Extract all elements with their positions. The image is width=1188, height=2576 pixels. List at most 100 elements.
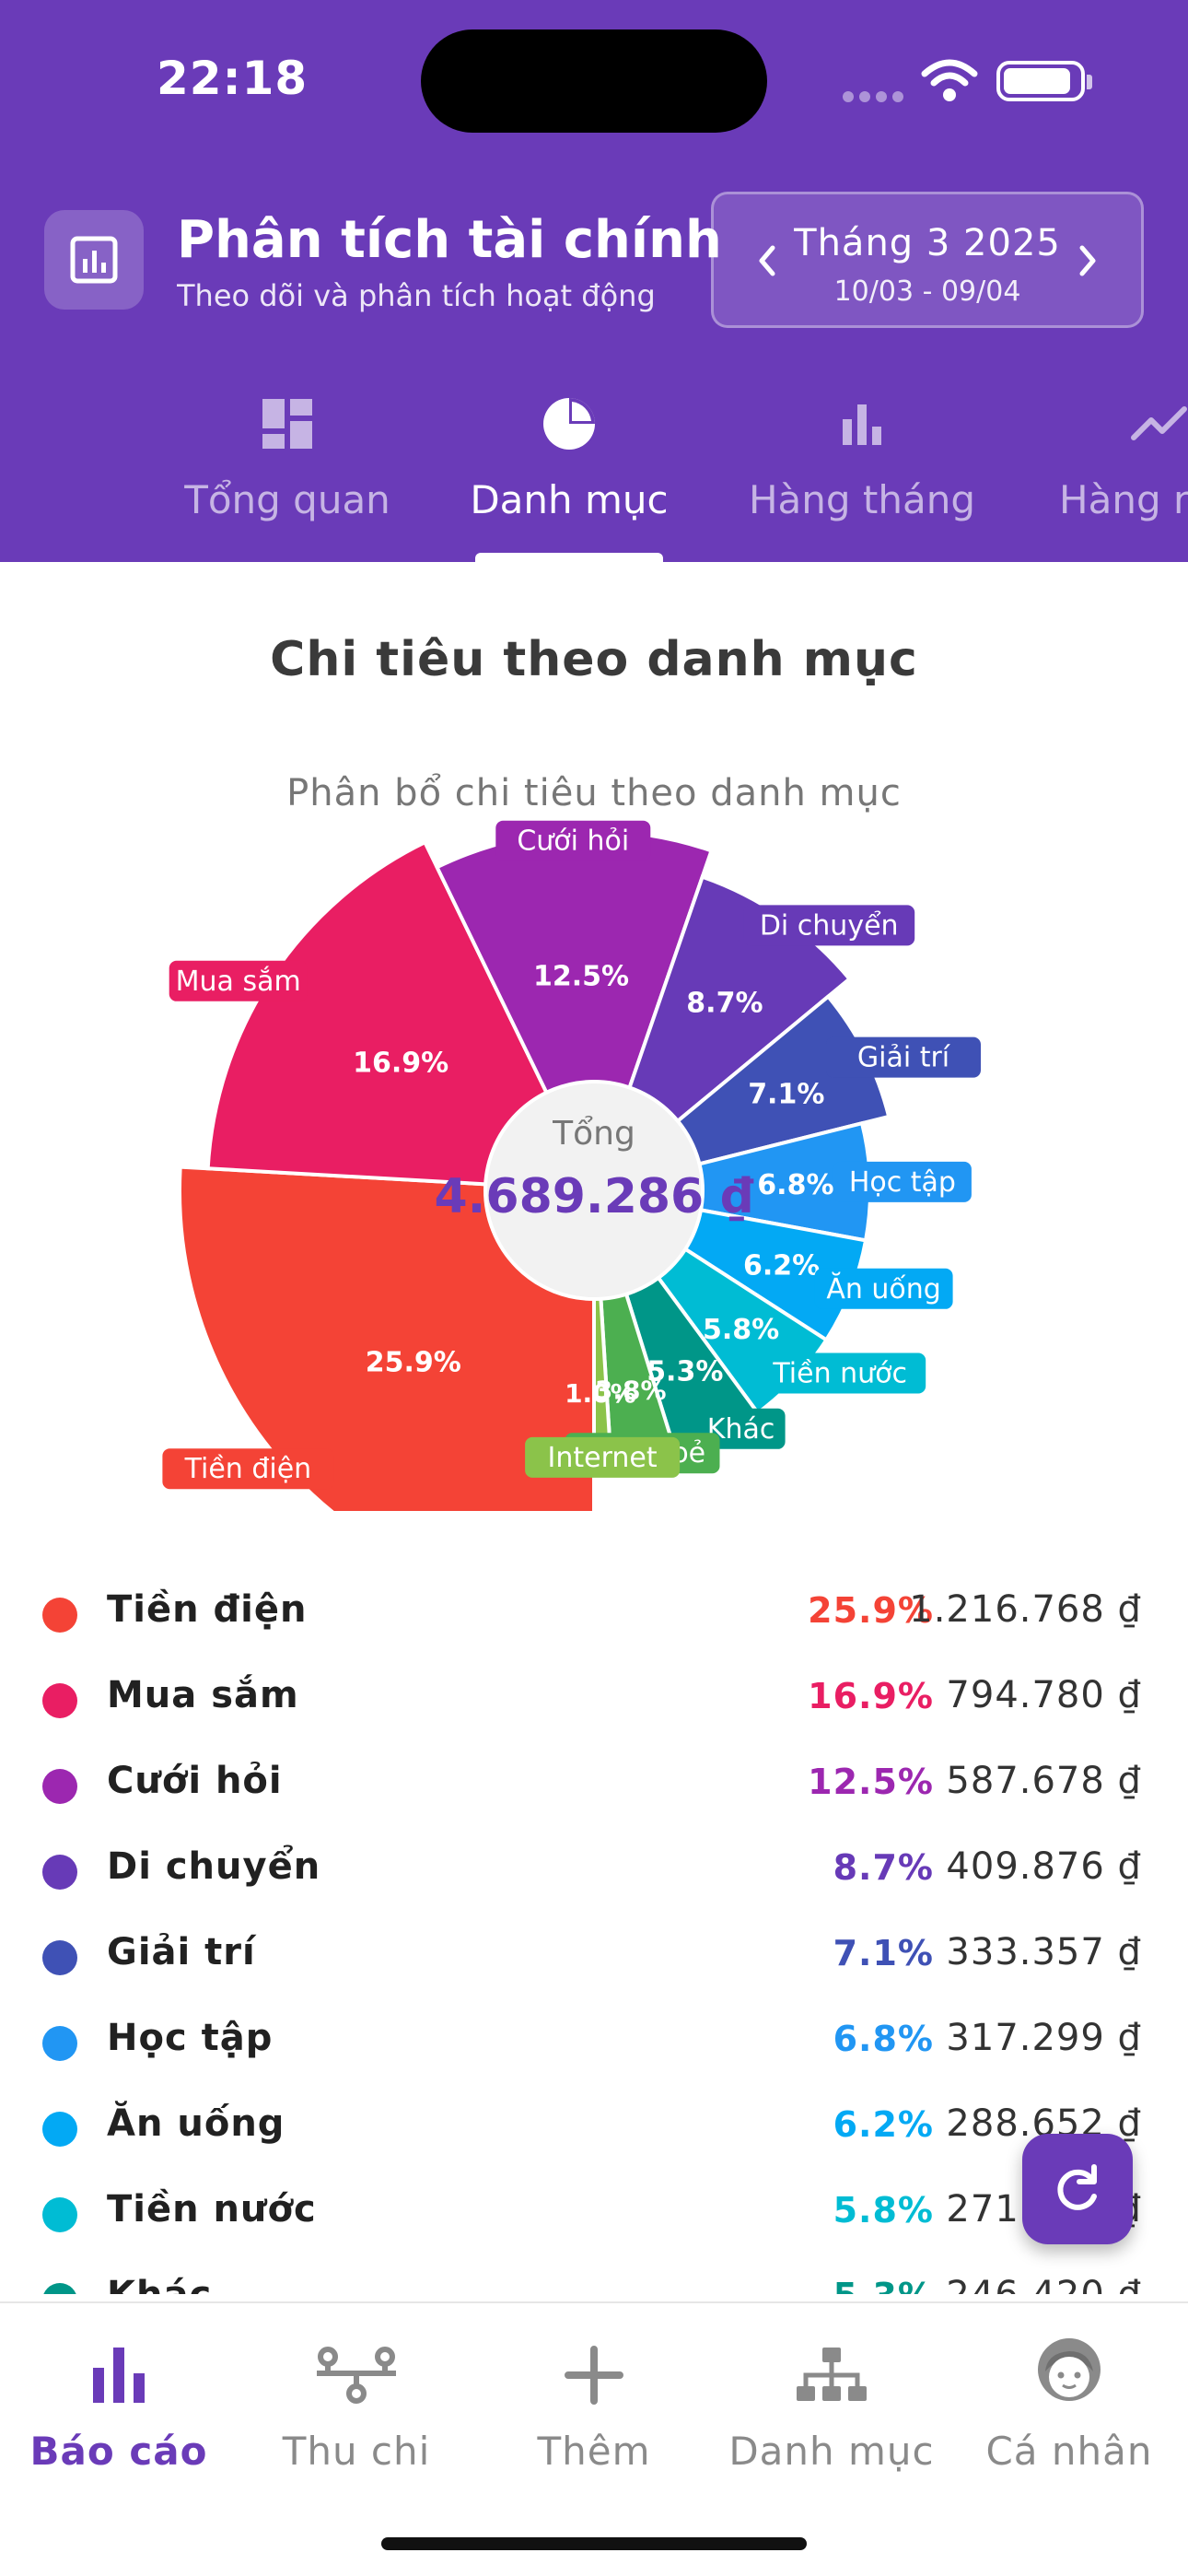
wifi-icon [921,57,978,107]
svg-text:Học tập: Học tập [849,1166,956,1199]
legend-color-dot [42,1855,77,1890]
tab-categories[interactable]: Danh mục [464,387,674,562]
legend-color-dot [42,2112,77,2147]
legend-row[interactable]: Giải trí 7.1% 333.357 ₫ [0,1909,1188,1995]
transactions-icon [238,2303,475,2405]
refresh-button[interactable] [1022,2134,1133,2244]
svg-text:Cưới hỏi: Cưới hỏi [517,825,629,858]
page-title: Phân tích tài chính [177,210,722,270]
page-subtitle: Theo dõi và phân tích hoạt động t... [177,278,665,313]
legend-row[interactable]: Di chuyển 8.7% 409.876 ₫ [0,1823,1188,1909]
legend-row[interactable]: Mua sắm 16.9% 794.780 ₫ [0,1652,1188,1738]
active-tab-indicator [475,553,663,562]
pie-category-tag: Ăn uống [814,1268,953,1309]
chevron-right-icon [1079,245,1096,276]
home-indicator [381,2537,807,2550]
pie-value-label: 5.8% [703,1314,779,1346]
pie-category-tag: Giải trí [826,1036,981,1078]
tab-overview[interactable]: Tổng quan [181,387,394,562]
tab-monthly[interactable]: Hàng tháng [744,387,980,562]
pie-value-label: 6.2% [743,1250,820,1282]
legend-percentage: 5.8% [833,2190,934,2231]
plus-icon [475,2303,713,2405]
category-pie-chart[interactable]: Tổng 25.9% Tiền điện 16.9% Mua sắm 12.5% Cưới… [0,811,1188,1511]
legend-category-name: Học tập [107,2017,274,2059]
pie-value-label: 1.0% [565,1378,636,1409]
pie-value-label: 5.3% [646,1355,723,1388]
chevron-left-icon [759,245,775,276]
category-tree-icon [713,2303,950,2405]
legend-color-dot [42,1598,77,1633]
legend-percentage: 25.9% [808,1590,934,1631]
category-legend-list: Tiền điện 25.9% 1.216.768 ₫ Mua sắm 16.9% 794… [0,1566,1188,2294]
legend-color-dot [42,2026,77,2061]
legend-amount: 246.420 ₫ [946,2274,1142,2294]
section-title: Chi tiêu theo danh mục [270,632,918,687]
month-picker[interactable]: Tháng 3 2025 10/03 - 09/04 [711,192,1144,328]
legend-category-name: Giải trí [107,1931,256,1973]
legend-percentage: 6.2% [833,2104,934,2145]
app-header: 22:18 Phân tích tài chính Theo dõi và ph… [0,0,1188,562]
nav-transactions[interactable]: Thu chi [238,2303,475,2488]
dashboard-icon [181,387,394,461]
pie-chart-icon [464,387,674,461]
pie-category-tag: Cưới hỏi [495,820,651,861]
pie-center-total: 4.689.286 ₫ [434,1169,753,1224]
svg-text:Giải trí: Giải trí [857,1042,951,1074]
legend-color-dot [42,1683,77,1718]
dynamic-island [421,29,767,133]
legend-percentage: 5.3% [833,2276,934,2294]
previous-month-button[interactable] [741,235,793,287]
pie-value-label: 3.8% [595,1375,667,1405]
legend-category-name: Tiền nước [107,2188,317,2231]
legend-row[interactable]: Tiền điện 25.9% 1.216.768 ₫ [0,1566,1188,1652]
legend-amount: 1.216.768 ₫ [909,1588,1142,1631]
legend-amount: 794.780 ₫ [946,1674,1142,1716]
nav-reports[interactable]: Báo cáo [0,2303,238,2488]
analytics-logo-icon [44,210,144,310]
pie-category-tag: Internet [525,1436,681,1478]
legend-category-name: Mua sắm [107,1674,299,1716]
tab-yearly[interactable]: Hàng năm [1059,387,1188,562]
legend-percentage: 8.7% [833,1847,934,1888]
status-time: 22:18 [157,52,309,105]
pie-center-hole [483,1080,705,1301]
legend-category-name: Ăn uống [107,2102,285,2145]
legend-row[interactable]: Cưới hỏi 12.5% 587.678 ₫ [0,1738,1188,1823]
profile-face-icon [950,2303,1188,2405]
chart-title: Phân bổ chi tiêu theo danh mục [286,772,902,814]
pie-center-label: Tổng [552,1115,635,1153]
svg-text:Di chuyển: Di chuyển [760,908,899,942]
nav-profile[interactable]: Cá nhân [950,2303,1188,2488]
legend-amount: 409.876 ₫ [946,1845,1142,1888]
legend-percentage: 16.9% [808,1676,934,1716]
legend-row[interactable]: Ăn uống 6.2% 288.652 ₫ [0,2080,1188,2166]
svg-text:Mua sắm: Mua sắm [176,966,301,998]
next-month-button[interactable] [1062,235,1113,287]
trend-icon [1059,387,1188,461]
analysis-tabs: Tổng quan Danh mục Hàng tháng Hàng năm [0,387,1188,562]
legend-color-dot [42,1769,77,1804]
legend-row[interactable]: Khác 5.3% 246.420 ₫ [0,2252,1188,2294]
legend-category-name: Di chuyển [107,1845,321,1888]
nav-categories[interactable]: Danh mục [713,2303,950,2488]
legend-amount: 317.299 ₫ [946,2017,1142,2059]
pie-value-label: 16.9% [353,1047,448,1079]
legend-percentage: 12.5% [808,1762,934,1802]
legend-row[interactable]: Học tập 6.8% 317.299 ₫ [0,1995,1188,2080]
legend-category-name: Khác [107,2274,212,2294]
nav-add[interactable]: Thêm [475,2303,713,2488]
pie-category-tag: Di chuyển [743,905,915,946]
legend-percentage: 6.8% [833,2019,934,2059]
battery-icon [996,61,1092,101]
pie-category-tag: Tiền nước [754,1352,926,1394]
legend-category-name: Cưới hỏi [107,1760,283,1802]
legend-amount: 333.357 ₫ [946,1931,1142,1973]
bar-chart-icon [744,387,980,461]
pie-value-label: 12.5% [533,960,629,992]
pie-value-label: 6.8% [757,1169,833,1201]
svg-text:Ăn uống: Ăn uống [826,1271,941,1306]
cellular-signal-icon [843,88,909,106]
legend-color-dot [42,2283,77,2294]
